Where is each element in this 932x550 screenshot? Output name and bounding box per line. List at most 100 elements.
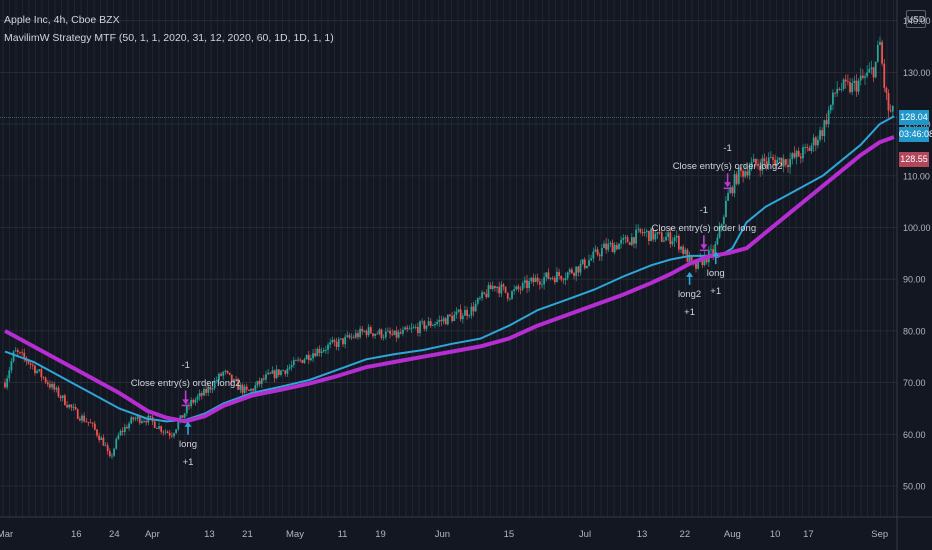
candle-body [787, 164, 789, 168]
candle-body [78, 418, 81, 421]
candle-body [780, 157, 783, 167]
candle-body [797, 150, 800, 157]
time-axis[interactable]: Mar 16 24 Apr 13 21 May 11 19 Jun 15 Jul 13 22 Aug 10 17… [0, 529, 888, 540]
candle-body [134, 418, 137, 420]
candle-body [487, 285, 490, 298]
candle-body [504, 286, 507, 293]
candle-body [250, 388, 252, 391]
candle-body [879, 41, 881, 45]
candle-body [769, 157, 772, 158]
candle-body [70, 404, 73, 408]
candle-body [198, 393, 201, 397]
candle-body [66, 405, 68, 408]
candle-body [419, 321, 421, 333]
candle-body [27, 361, 30, 364]
candle-body [275, 369, 278, 379]
candle-body [609, 242, 612, 244]
candle-body [168, 433, 171, 436]
candle-body [301, 360, 304, 364]
price-tick-label: 130.00 [903, 68, 931, 78]
candle-body [252, 388, 255, 391]
candle-body [729, 187, 732, 193]
candle-body [183, 413, 186, 418]
candle-body [519, 288, 522, 290]
candle-body [203, 389, 205, 396]
candle-body [100, 437, 103, 440]
candle-body [457, 309, 460, 312]
candle-body [635, 229, 637, 244]
candle-body [158, 426, 160, 429]
candle-body [740, 167, 742, 171]
candle-body [568, 269, 571, 273]
candle-body [829, 104, 832, 111]
candle-body [532, 277, 535, 283]
candle-body [596, 249, 599, 255]
indicator-lines [4, 115, 895, 424]
candle-body [55, 387, 58, 390]
candle-body [451, 315, 454, 322]
candle-body [641, 231, 644, 234]
candle-body [113, 448, 116, 456]
candle-body [361, 328, 364, 332]
candle-body [637, 228, 640, 230]
candle-body [136, 416, 139, 419]
study-legend[interactable]: MavilimW Strategy MTF (50, 1, 1, 2020, 3… [4, 32, 334, 44]
candle-body [716, 237, 719, 245]
price-tick-label: 50.00 [903, 481, 926, 491]
candle-body [51, 383, 53, 388]
candle-body [650, 228, 652, 242]
candle-body [438, 320, 441, 322]
candle-body [776, 159, 779, 166]
candle-body [682, 246, 685, 254]
candle-body [322, 349, 325, 352]
candle-body [34, 365, 36, 374]
candle-body [639, 228, 642, 232]
candle-body [284, 370, 287, 374]
candle-body [102, 437, 105, 446]
currency-button[interactable]: USD [906, 10, 926, 28]
candle-body [823, 120, 826, 137]
candle-body [748, 168, 751, 176]
candle-body [553, 278, 556, 283]
candle-body [277, 369, 280, 376]
price-tick-label: 100.00 [903, 223, 931, 233]
candle-body [64, 395, 66, 406]
candle-body [577, 266, 580, 273]
candle-body [106, 445, 109, 451]
candle-body [752, 158, 755, 163]
price-tick-label: 90.00 [903, 275, 926, 285]
candle-body [316, 348, 319, 357]
candle-body [440, 320, 443, 322]
candle-body [175, 429, 178, 434]
time-tick-label: 13 [204, 529, 215, 540]
candle-body [573, 273, 575, 276]
candle-body [49, 384, 51, 388]
close-arrow-head-icon [182, 399, 190, 405]
candle-body [262, 378, 265, 380]
candle-body [222, 371, 225, 376]
candle-body [271, 370, 274, 374]
candle-body [851, 82, 854, 93]
trade-annotation-text: Close entry(s) order long [651, 223, 757, 235]
candle-body [453, 314, 456, 322]
candle-body [91, 422, 94, 424]
candle-body [496, 286, 498, 289]
candle-body [464, 309, 466, 316]
candle-body [690, 255, 693, 261]
candle-body [295, 360, 297, 361]
candle-body [391, 333, 394, 335]
candle-body [423, 321, 426, 329]
candle-body [549, 277, 552, 279]
candle-body [665, 236, 667, 241]
time-tick-label: May [286, 529, 304, 540]
candle-body [618, 243, 620, 250]
candle-body [600, 248, 603, 257]
candle-body [397, 332, 400, 338]
candle-body [6, 378, 9, 388]
candle-body [874, 61, 877, 78]
candle-body [846, 81, 849, 83]
candle-body [384, 331, 387, 338]
candle-body [864, 76, 866, 78]
